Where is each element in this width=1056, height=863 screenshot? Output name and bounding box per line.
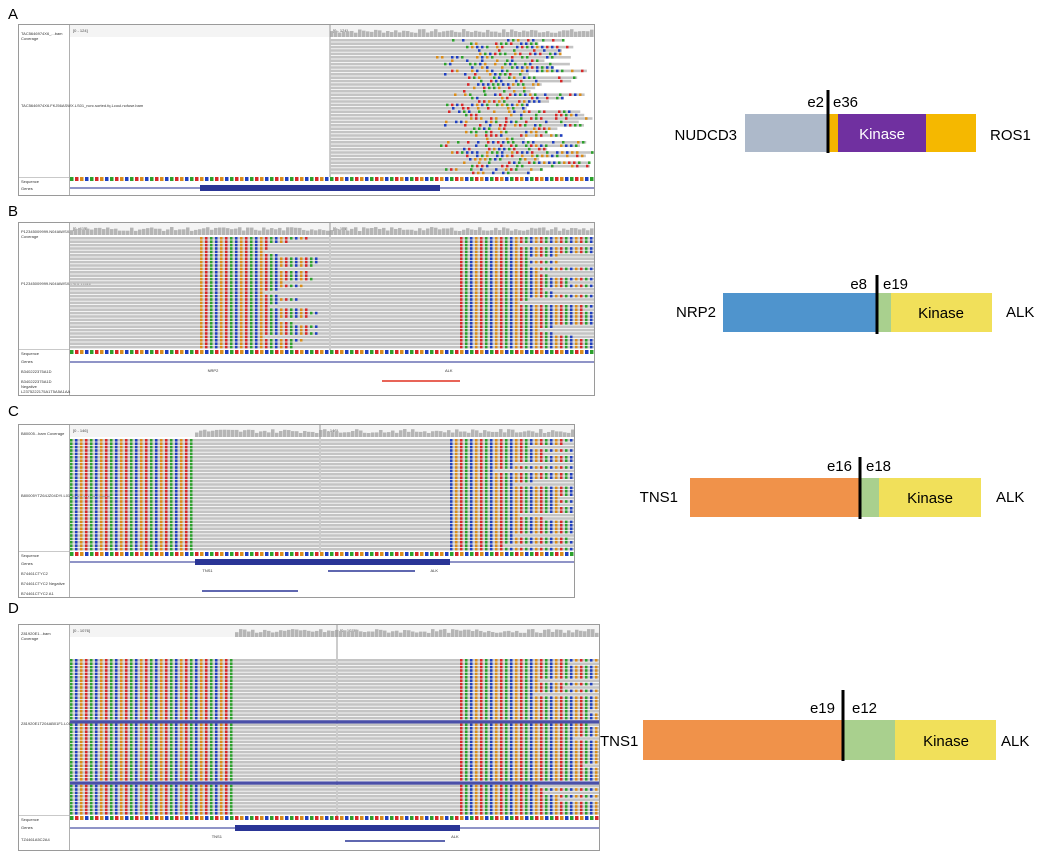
fusion-diagram-tns1-alk-1: TNS1 Kinase e16 e18 ALK — [640, 457, 1024, 519]
svg-text:ALK: ALK — [431, 568, 439, 573]
kinase-tail-segment — [926, 114, 976, 152]
svg-text:NRP2: NRP2 — [208, 368, 219, 373]
panel-letter-d: D — [8, 600, 19, 617]
coverage-track-name: B80005...bam Coverage — [21, 431, 65, 436]
igv-track-names: TAC5646974X6_...bam Coverage TAC5646974X… — [19, 25, 144, 195]
igv-view-tns1-alk-2: Z81920E1...bam Coverage Z81920E1T204AB01… — [18, 624, 600, 851]
junction-segment — [843, 720, 895, 760]
panel-letter-c: C — [8, 403, 19, 420]
kinase-domain-label: Kinase — [923, 733, 969, 750]
junction-segment — [877, 293, 891, 332]
kinase-exon-label: e36 — [833, 94, 858, 111]
panel-letter-b: B — [8, 203, 19, 220]
igv-view-nrp2-alk: P12345009999.N04IAWSX.LS01.Lcoul Coverag… — [18, 222, 595, 396]
igv-tracks: [0 - 1076] [0 - 1076]TNS1 ALK — [70, 625, 599, 842]
coverage-track-name: Z81920E1...bam Coverage — [21, 631, 51, 641]
extra-track-name: B74461CTYC2 Negative — [21, 581, 65, 586]
kinase-exon-label: e19 — [883, 276, 908, 293]
svg-text:[0 - 124]: [0 - 124] — [73, 28, 88, 33]
kinase-gene-label: ALK — [1006, 304, 1034, 321]
partner-gene-label: TNS1 — [640, 489, 678, 506]
coverage-track-name: TAC5646974X6_...bam Coverage — [21, 31, 63, 41]
reads-track-name: Z81920E1T204AB01F1.L01.ncrc.sorted.fq.Lc… — [21, 721, 120, 726]
svg-text:ALK: ALK — [445, 368, 453, 373]
gene-track-name: Genes — [21, 825, 33, 830]
partner-gene-label: NRP2 — [676, 304, 716, 321]
extra-track-name: TZ4461A5C2A4 — [21, 837, 50, 842]
igv-track-names: P12345009999.N04IAWSX.LS01.Lcoul Coverag… — [19, 223, 91, 395]
kinase-domain — [895, 720, 996, 760]
junction-segment — [860, 478, 879, 517]
kinase-domain — [838, 114, 926, 152]
fusion-diagram-nrp2-alk: NRP2 Kinase e8 e19 ALK — [676, 275, 1034, 334]
kinase-domain-label: Kinase — [859, 126, 905, 143]
sequence-track-name: Sequence — [21, 351, 40, 356]
igv-tracks: [0 - 124] [0 - 124] NUDCD3 ROS1 — [70, 25, 594, 195]
sequence-track-name: Sequence — [21, 817, 40, 822]
coverage-track-name: P12345009999.N04IAWSX.LS01.Lcoul Coverag… — [21, 229, 91, 239]
igv-view-tns1-alk-1: B80005...bam Coverage B80005YTZ64JZ04DYI… — [18, 424, 575, 598]
kinase-exon-label: e12 — [852, 700, 877, 717]
partner-segment — [745, 114, 828, 152]
reads-track-name: P12345009999.N04IAWSX.LS01.Lcoul — [21, 281, 91, 286]
kinase-gene-label: ALK — [1001, 733, 1029, 750]
svg-text:NUDCD3: NUDCD3 — [205, 194, 222, 195]
partner-segment — [723, 293, 877, 332]
igv-track-names: Z81920E1...bam Coverage Z81920E1T204AB01… — [19, 625, 120, 850]
panel-letter-a: A — [8, 6, 19, 23]
gene-track-name: Genes — [21, 186, 33, 191]
extra-track-name: B340222375A1D Negative — [21, 379, 52, 389]
partner-segment — [690, 478, 860, 517]
partner-gene-label: NUDCD3 — [674, 127, 737, 144]
svg-text:[0 - 1076]: [0 - 1076] — [73, 628, 90, 633]
reads-track-name: B80005YTZ64JZ04DYI.L01.sorted.fq.Lcoul.n… — [21, 493, 111, 498]
gene-track-name: Genes — [21, 359, 33, 364]
partner-exon-label: e16 — [827, 458, 852, 475]
gene-track-name: Genes — [21, 561, 33, 566]
partner-exon-label: e2 — [807, 94, 824, 111]
igv-tracks: [0 - 146] [0 - 146] TNS1 ALK — [70, 425, 574, 592]
kinase-domain — [879, 478, 981, 517]
partner-gene-label: TNS1 — [600, 733, 638, 750]
kinase-domain-label: Kinase — [907, 490, 953, 507]
kinase-gene-label: ROS1 — [990, 127, 1031, 144]
igv-track-names: B80005...bam Coverage B80005YTZ64JZ04DYI… — [19, 425, 111, 597]
sequence-track-name: Sequence — [21, 179, 40, 184]
kinase-domain — [891, 293, 992, 332]
igv-view-nudcd3-ros1: TAC5646974X6_...bam Coverage TAC5646974X… — [18, 24, 595, 196]
kinase-gene-label: ALK — [996, 489, 1024, 506]
fusion-diagram-tns1-alk-2: TNS1 Kinase e19 e12 ALK — [600, 690, 1029, 761]
extra-track-name: B74461CTYC2 — [21, 571, 48, 576]
svg-text:ROS1: ROS1 — [443, 194, 455, 195]
fusion-diagram-nudcd3-ros1: NUDCD3 Kinase e2 e36 ROS1 — [674, 90, 1031, 153]
junction-segment — [828, 114, 838, 152]
extra-track-name: L2375222175A1T5A5A1AA — [21, 389, 71, 394]
kinase-domain-label: Kinase — [918, 305, 964, 322]
kinase-exon-label: e18 — [866, 458, 891, 475]
partner-exon-label: e19 — [810, 700, 835, 717]
sequence-track-name: Sequence — [21, 553, 40, 558]
svg-text:[0 - 146]: [0 - 146] — [323, 428, 338, 433]
svg-text:[0 - 124]: [0 - 124] — [333, 28, 348, 33]
partner-segment — [643, 720, 843, 760]
extra-track-name: B340222375A1D — [21, 369, 52, 374]
partner-exon-label: e8 — [850, 276, 867, 293]
reads-track-name: TAC5646974X6.FKJ56ASWX.LS01_ncrc.sorted.… — [21, 103, 144, 108]
svg-text:[0 - 146]: [0 - 146] — [73, 428, 88, 433]
svg-text:[0 - 115]: [0 - 115] — [333, 226, 347, 231]
svg-text:[0 - 1076]: [0 - 1076] — [340, 628, 357, 633]
svg-text:TNS1: TNS1 — [202, 568, 213, 573]
extra-track-name: B74461CTYC2 A1 — [21, 591, 54, 596]
